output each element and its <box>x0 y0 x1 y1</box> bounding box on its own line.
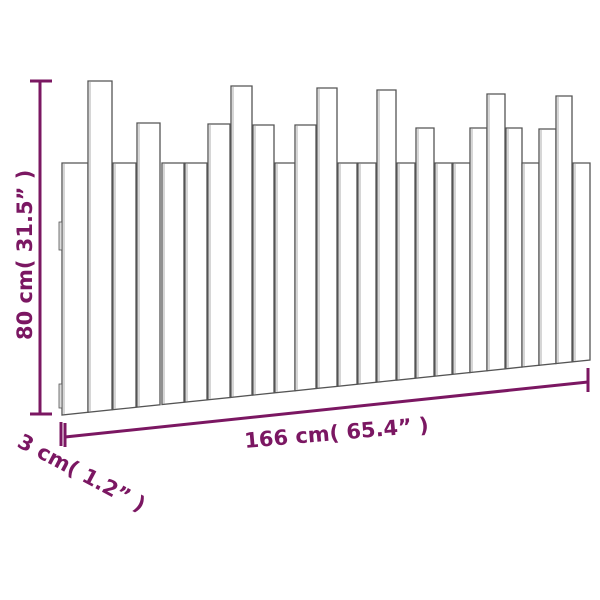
plank <box>161 162 185 406</box>
plank <box>274 162 296 394</box>
mounting-bracket <box>58 383 63 409</box>
plank <box>230 85 253 399</box>
plank <box>521 162 540 368</box>
plank <box>87 80 113 414</box>
height-dimension <box>30 79 52 416</box>
plank <box>112 162 137 411</box>
width-label: 166 cm( 65.4” ) <box>243 413 429 453</box>
plank <box>136 122 161 408</box>
plank <box>469 127 488 374</box>
plank <box>572 162 591 363</box>
plank <box>252 124 275 396</box>
plank <box>486 93 506 372</box>
plank <box>294 124 317 392</box>
plank <box>452 162 471 375</box>
plank <box>555 95 573 365</box>
plank <box>434 162 453 377</box>
plank <box>316 87 338 390</box>
plank <box>396 162 416 381</box>
plank <box>357 162 377 385</box>
plank <box>61 162 89 416</box>
width-dimension <box>59 368 590 447</box>
mounting-bracket <box>58 221 63 251</box>
plank <box>207 123 231 401</box>
depth-label: 3 cm( 1.2” ) <box>14 429 150 516</box>
plank <box>184 162 208 403</box>
height-label: 80 cm( 31.5” ) <box>13 170 37 340</box>
width-dimension-line <box>64 380 589 439</box>
plank <box>415 127 435 379</box>
plank <box>337 162 358 387</box>
plank <box>376 89 397 383</box>
plank <box>538 128 557 367</box>
headboard-planks <box>58 80 591 416</box>
